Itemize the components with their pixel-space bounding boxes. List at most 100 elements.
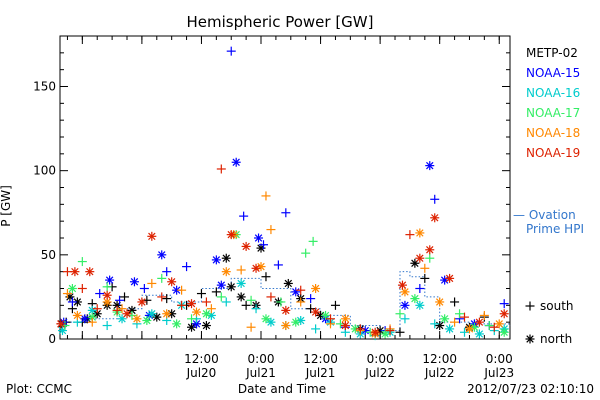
point-noaa-19-south bbox=[77, 284, 87, 293]
point-noaa-16-north bbox=[415, 300, 425, 310]
point-noaa-19-north bbox=[226, 230, 236, 240]
point-metp-02-south bbox=[162, 294, 172, 304]
point-noaa-15-north bbox=[80, 314, 90, 324]
point-noaa-18-north bbox=[311, 284, 321, 293]
legend-entry-noaa-15: NOAA-15 bbox=[526, 66, 580, 80]
point-noaa-18-north bbox=[281, 321, 291, 331]
y-tick-label: 50 bbox=[41, 248, 56, 262]
point-noaa-16-south bbox=[251, 304, 261, 314]
point-metp-02-south bbox=[196, 289, 206, 299]
legend-entry-noaa-19: NOAA-19 bbox=[526, 146, 580, 160]
point-noaa-16-north bbox=[57, 326, 67, 336]
point-noaa-19-north bbox=[397, 280, 407, 290]
y-axis-title-group: P [GW] bbox=[0, 185, 13, 227]
point-noaa-17-south bbox=[308, 236, 318, 246]
point-noaa-19-south bbox=[325, 314, 335, 324]
point-noaa-18-north bbox=[464, 324, 474, 334]
point-noaa-16-north bbox=[147, 309, 157, 319]
point-noaa-17-north bbox=[321, 310, 331, 320]
point-noaa-19-north bbox=[430, 213, 440, 223]
x-tick-label-date: Jul21 bbox=[245, 366, 276, 380]
point-noaa-15-south bbox=[430, 194, 440, 204]
point-noaa-19-north bbox=[187, 299, 197, 309]
point-noaa-17-north bbox=[499, 327, 509, 337]
point-noaa-15-south bbox=[67, 297, 77, 307]
x-tick-label-date: Jul22 bbox=[364, 366, 395, 380]
x-tick-label-date: Jul21 bbox=[305, 366, 336, 380]
point-noaa-18-south bbox=[87, 317, 97, 327]
point-noaa-19-north bbox=[370, 327, 380, 337]
point-noaa-18-north bbox=[191, 307, 201, 317]
point-noaa-18-north bbox=[221, 267, 231, 277]
point-noaa-15-north bbox=[425, 161, 435, 171]
legend: METP-02 NOAA-15 NOAA-16 NOAA-17 NOAA-18 NOAA-… bbox=[513, 46, 584, 346]
point-noaa-16-north bbox=[236, 278, 246, 288]
point-noaa-15-south bbox=[499, 299, 509, 309]
point-noaa-18-north bbox=[132, 314, 142, 324]
point-noaa-19-north bbox=[241, 241, 251, 251]
point-noaa-17-south bbox=[102, 282, 112, 292]
point-noaa-19-south bbox=[355, 324, 365, 334]
point-noaa-17-south bbox=[216, 292, 226, 302]
point-noaa-18-north bbox=[415, 228, 425, 238]
point-noaa-19-north bbox=[56, 319, 66, 329]
point-noaa-19-south bbox=[112, 305, 122, 315]
point-noaa-17-north bbox=[142, 315, 152, 325]
point-noaa-16-south bbox=[400, 314, 410, 324]
point-metp-02-north bbox=[236, 292, 246, 302]
point-noaa-18-north bbox=[72, 310, 82, 320]
point-noaa-17-north bbox=[261, 314, 271, 324]
point-noaa-17-north bbox=[67, 284, 77, 293]
point-noaa-16-south bbox=[311, 324, 321, 334]
point-noaa-19-north bbox=[102, 290, 112, 300]
point-noaa-16-south bbox=[460, 327, 470, 337]
point-noaa-19-south bbox=[201, 297, 211, 307]
y-tick-label: 0 bbox=[48, 332, 56, 346]
point-noaa-18-south bbox=[147, 278, 157, 288]
chart-title: Hemispheric Power [GW] bbox=[187, 13, 374, 31]
point-noaa-19-north bbox=[499, 309, 509, 319]
point-metp-02-south bbox=[120, 292, 130, 302]
y-tick-label: 150 bbox=[33, 80, 56, 94]
point-metp-02-north bbox=[226, 282, 236, 292]
point-noaa-17-north bbox=[410, 294, 420, 304]
point-metp-02-north bbox=[201, 321, 211, 331]
point-noaa-15-south bbox=[415, 284, 425, 293]
y-axis-title: P [GW] bbox=[0, 185, 13, 227]
point-metp-02-south bbox=[395, 327, 405, 337]
point-noaa-19-south bbox=[177, 300, 187, 310]
point-noaa-16-north bbox=[266, 317, 276, 327]
legend-entry-noaa-18: NOAA-18 bbox=[526, 126, 580, 140]
point-noaa-18-south bbox=[117, 304, 127, 314]
point-noaa-17-north bbox=[291, 317, 301, 327]
legend-model-line-cont: Prime HPI bbox=[526, 222, 584, 236]
point-noaa-17-south bbox=[301, 248, 311, 258]
point-noaa-15-south bbox=[258, 240, 268, 250]
x-tick-label-time: 12:00 bbox=[303, 352, 338, 366]
x-tick-label-date: Jul20 bbox=[186, 366, 217, 380]
point-noaa-18-south bbox=[62, 289, 72, 299]
legend-marker-label-south: south bbox=[540, 299, 574, 313]
point-noaa-19-south bbox=[460, 312, 470, 322]
point-noaa-18-north bbox=[340, 314, 350, 324]
legend-entry-metp-02: METP-02 bbox=[526, 46, 578, 60]
point-noaa-19-north bbox=[445, 273, 455, 283]
point-noaa-19-north bbox=[251, 263, 261, 273]
point-noaa-19-north bbox=[167, 277, 177, 287]
plot-area: 05010015012:00Jul200:00Jul2112:00Jul210:… bbox=[33, 35, 535, 380]
point-noaa-15-south bbox=[239, 211, 249, 221]
point-noaa-17-south bbox=[425, 253, 435, 263]
point-noaa-19-south bbox=[266, 292, 276, 302]
legend-marker-north bbox=[525, 334, 535, 344]
point-noaa-17-south bbox=[276, 297, 286, 307]
point-metp-02-north bbox=[187, 322, 197, 332]
point-noaa-17-south bbox=[77, 257, 87, 267]
legend-south-marker bbox=[525, 301, 535, 311]
point-noaa-15-north bbox=[231, 157, 241, 167]
point-noaa-16-north bbox=[474, 329, 484, 339]
point-noaa-17-south bbox=[484, 321, 494, 331]
point-noaa-17-south bbox=[187, 314, 197, 324]
point-noaa-19-north bbox=[147, 231, 157, 241]
point-noaa-17-north bbox=[201, 309, 211, 319]
point-noaa-15-north bbox=[216, 280, 226, 290]
